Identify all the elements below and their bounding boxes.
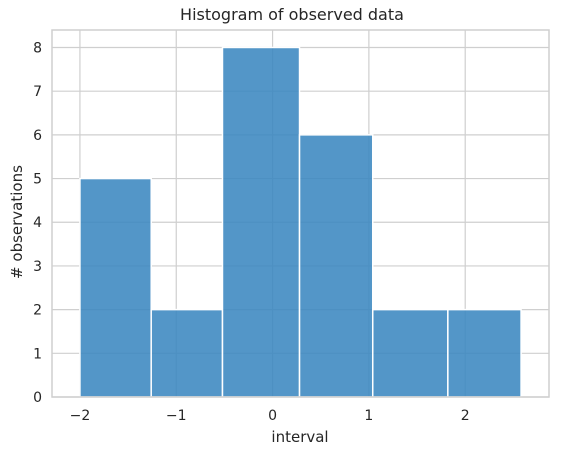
y-tick-label: 4: [33, 215, 42, 231]
y-tick-label: 0: [33, 390, 42, 406]
y-tick-label: 1: [33, 346, 42, 362]
histogram-bar-2: [221, 46, 301, 398]
x-tick-labels: −2 −1 0 1 2: [70, 408, 470, 424]
histogram-bar-1: [150, 308, 224, 398]
chart-title: Histogram of observed data: [180, 5, 404, 24]
plot-frame: [51, 29, 550, 398]
y-tick-label: 8: [33, 40, 42, 56]
x-tick-label: 0: [268, 408, 277, 424]
x-tick-label: −2: [70, 408, 91, 424]
histogram-bar-0: [79, 177, 152, 398]
x-axis-label: interval: [271, 428, 328, 446]
histogram-bar-4: [371, 308, 449, 398]
y-tick-labels: 0 1 2 3 4 5 6 7 8: [33, 40, 42, 406]
y-tick-label: 5: [33, 172, 42, 188]
y-tick-label: 3: [33, 259, 42, 275]
bars-layer: [79, 46, 522, 398]
y-tick-label: 7: [33, 84, 42, 100]
x-tick-label: −1: [166, 408, 187, 424]
y-tick-label: 6: [33, 128, 42, 144]
histogram-bar-3: [298, 134, 374, 398]
y-axis-label: # observations: [8, 165, 26, 279]
histogram-bar-5: [447, 308, 522, 398]
x-tick-label: 2: [461, 408, 470, 424]
y-tick-label: 2: [33, 303, 42, 319]
x-tick-label: 1: [364, 408, 373, 424]
